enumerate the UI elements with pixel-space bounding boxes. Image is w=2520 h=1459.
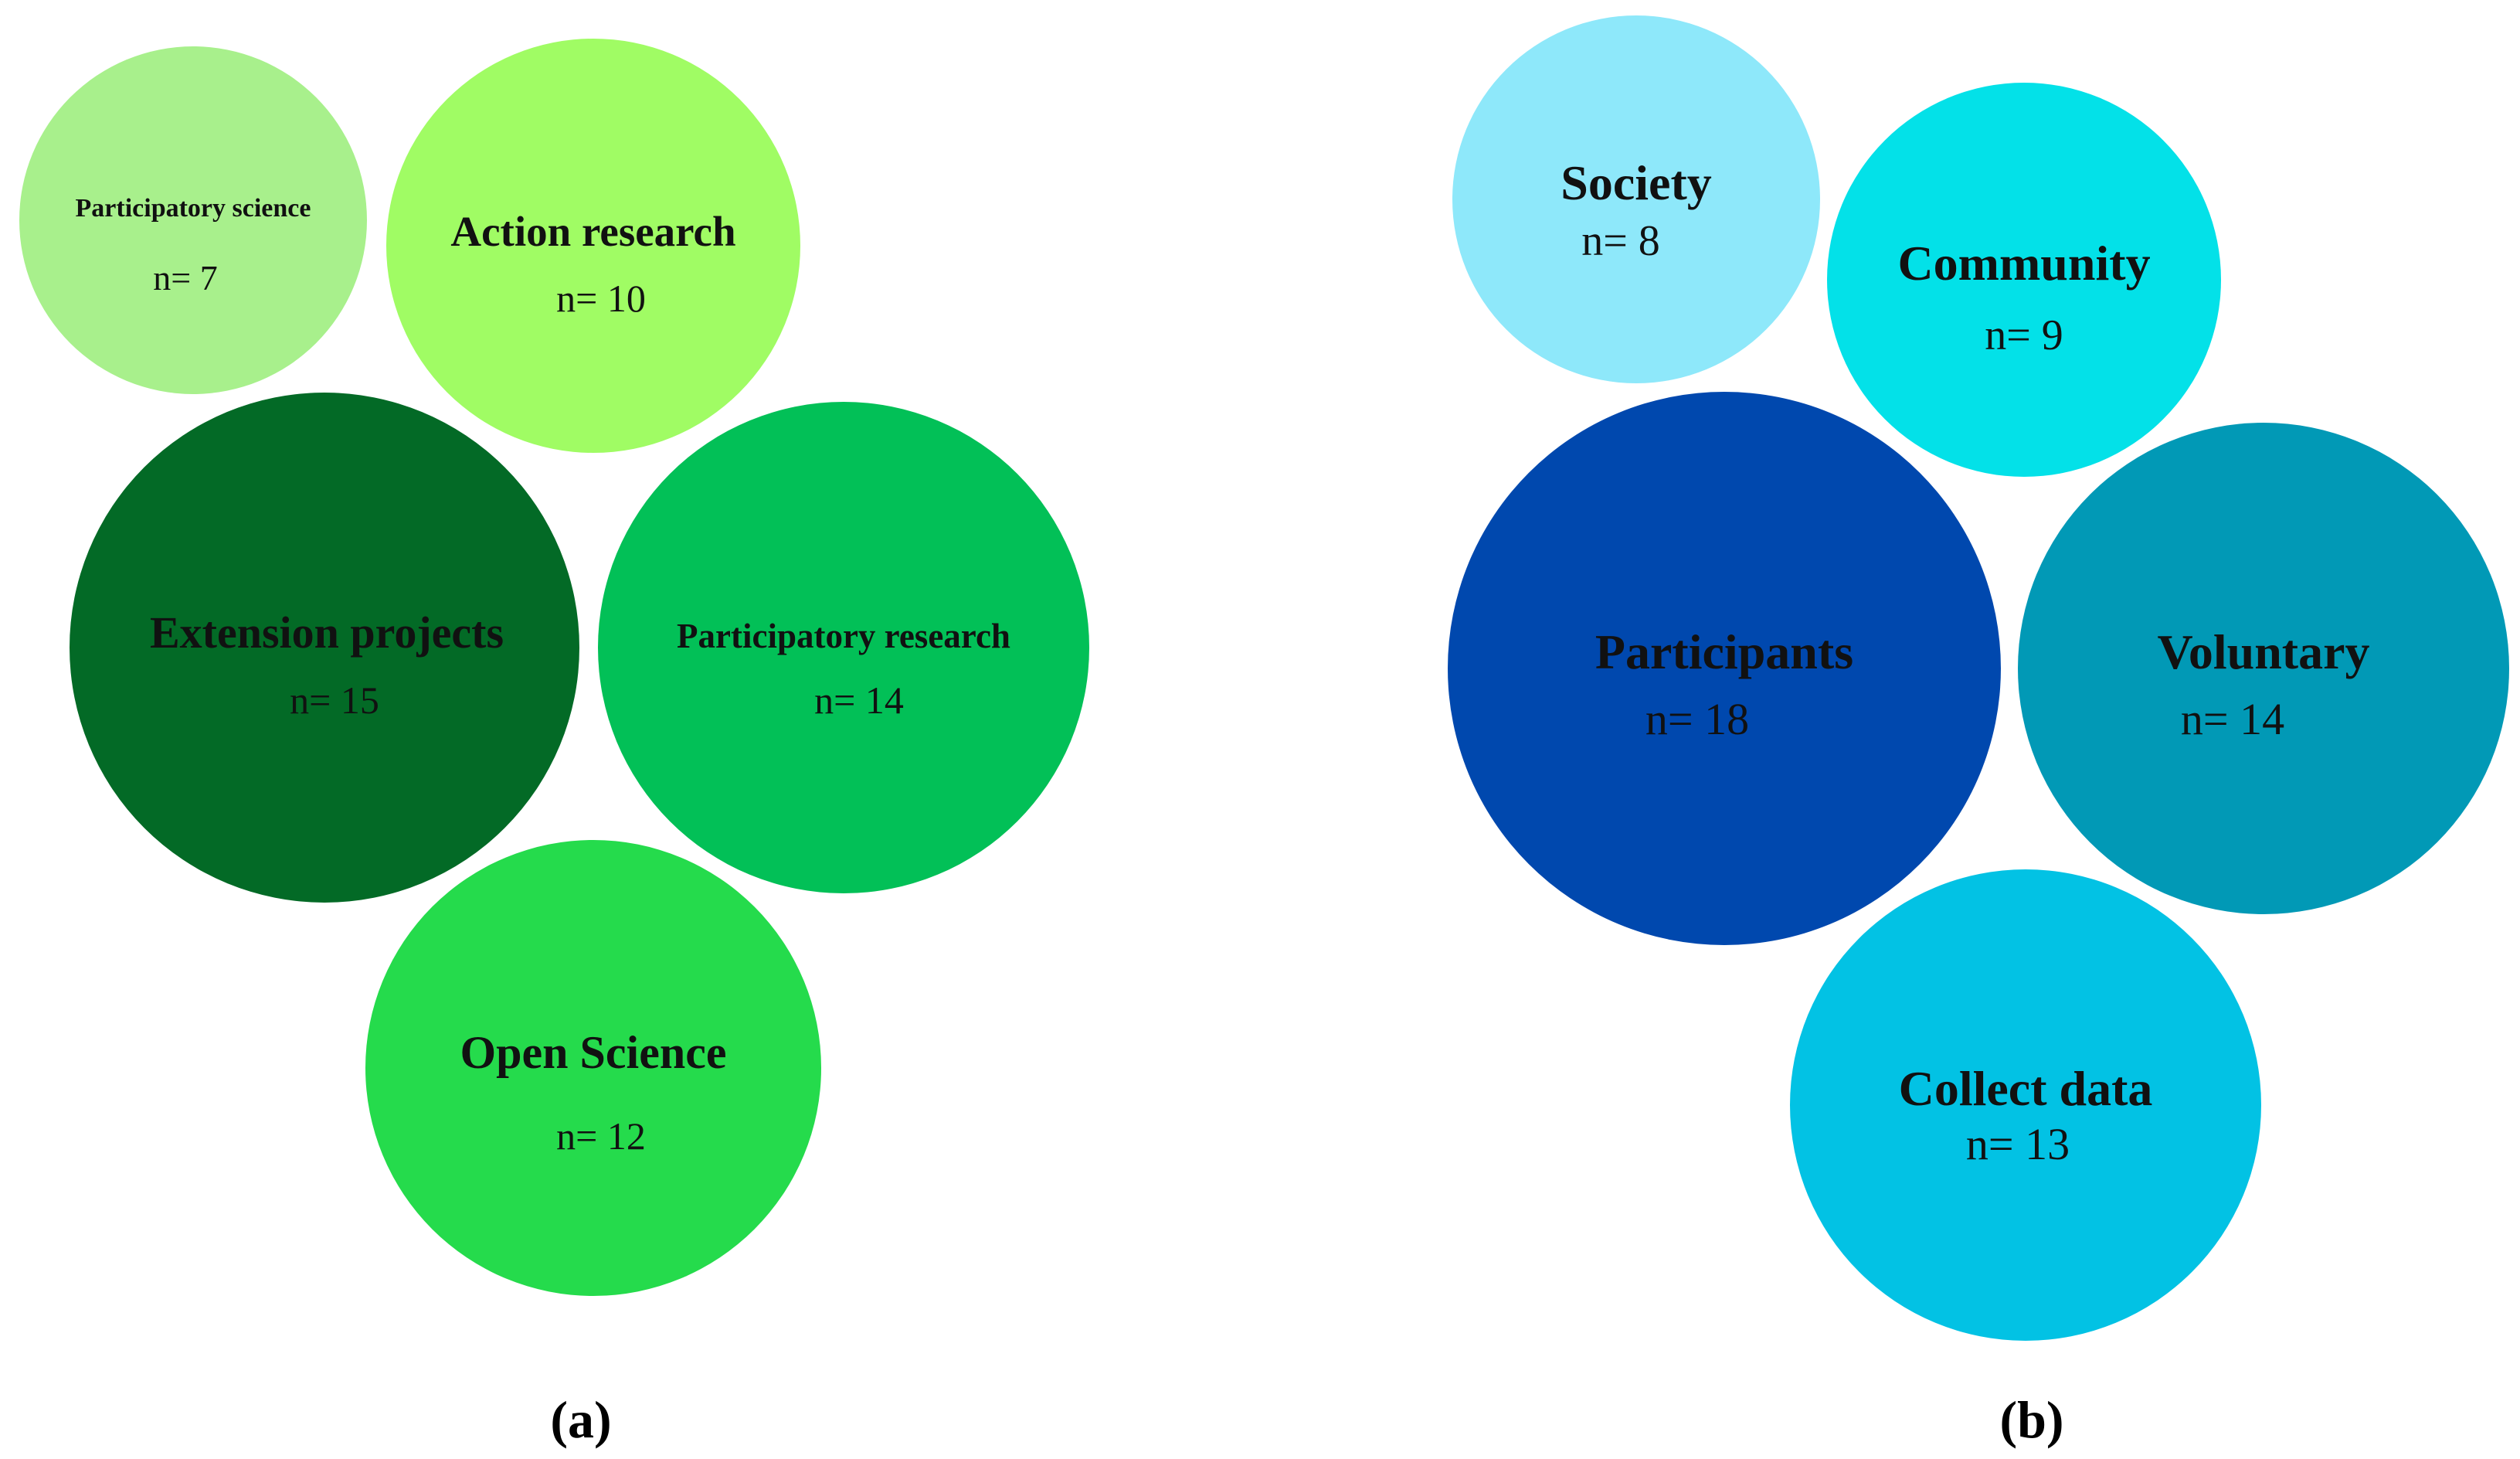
bubble-circle-community xyxy=(1827,83,2221,477)
bubble-participatory-research: Participatory research n= 14 xyxy=(598,402,1089,893)
bubble-count-open-science: n= 12 xyxy=(556,1114,646,1158)
bubble-label-participatory-science: Participatory science xyxy=(76,194,311,223)
bubble-circle-participatory-research xyxy=(598,402,1089,893)
bubble-circle-collect-data xyxy=(1790,869,2261,1341)
bubble-label-participatory-research: Participatory research xyxy=(677,617,1010,655)
bubble-participatory-science: Participatory science n= 7 xyxy=(19,46,367,394)
bubble-count-participants: n= 18 xyxy=(1645,694,1749,744)
bubble-label-society: Society xyxy=(1561,155,1712,210)
bubble-label-participants: Participants xyxy=(1595,624,1853,679)
bubble-count-community: n= 9 xyxy=(1985,311,2063,359)
bubble-society: Society n= 8 xyxy=(1452,15,1820,383)
bubble-extension-projects: Extension projects n= 15 xyxy=(70,393,579,903)
bubble-label-extension-projects: Extension projects xyxy=(150,607,504,658)
bubble-label-action-research: Action research xyxy=(450,208,735,255)
bubble-community: Community n= 9 xyxy=(1827,83,2221,477)
bubble-count-voluntary: n= 14 xyxy=(2181,694,2284,744)
panel-b-bubble-chart: Society n= 8 Community n= 9 Participants n= 1… xyxy=(1448,15,2509,1341)
bubble-count-collect-data: n= 13 xyxy=(1966,1119,2070,1169)
bubble-label-community: Community xyxy=(1897,236,2150,291)
bubble-circle-participatory-science xyxy=(19,46,367,394)
bubble-label-voluntary: Voluntary xyxy=(2157,624,2369,679)
bubble-count-participatory-research: n= 14 xyxy=(814,678,904,722)
bubble-count-participatory-science: n= 7 xyxy=(153,258,217,298)
panel-a-bubble-chart: Participatory science n= 7 Action research… xyxy=(19,39,1089,1296)
panel-b-caption: (b) xyxy=(1999,1390,2063,1449)
bubble-circle-participants xyxy=(1448,392,2001,945)
bubble-open-science: Open Science n= 12 xyxy=(365,840,821,1296)
bubble-count-society: n= 8 xyxy=(1581,217,1660,265)
bubble-participants: Participants n= 18 xyxy=(1448,392,2001,945)
bubble-circle-action-research xyxy=(386,39,800,453)
bubble-circle-society xyxy=(1452,15,1820,383)
panel-a-caption: (a) xyxy=(550,1390,611,1449)
bubble-circle-open-science xyxy=(365,840,821,1296)
bubble-count-action-research: n= 10 xyxy=(556,277,646,320)
bubble-action-research: Action research n= 10 xyxy=(386,39,800,453)
bubble-circle-extension-projects xyxy=(70,393,579,903)
bubble-label-collect-data: Collect data xyxy=(1899,1061,2153,1116)
bubble-voluntary: Voluntary n= 14 xyxy=(2018,423,2509,914)
bubble-circle-voluntary xyxy=(2018,423,2509,914)
bubble-label-open-science: Open Science xyxy=(460,1027,727,1078)
bubble-count-extension-projects: n= 15 xyxy=(290,678,379,722)
